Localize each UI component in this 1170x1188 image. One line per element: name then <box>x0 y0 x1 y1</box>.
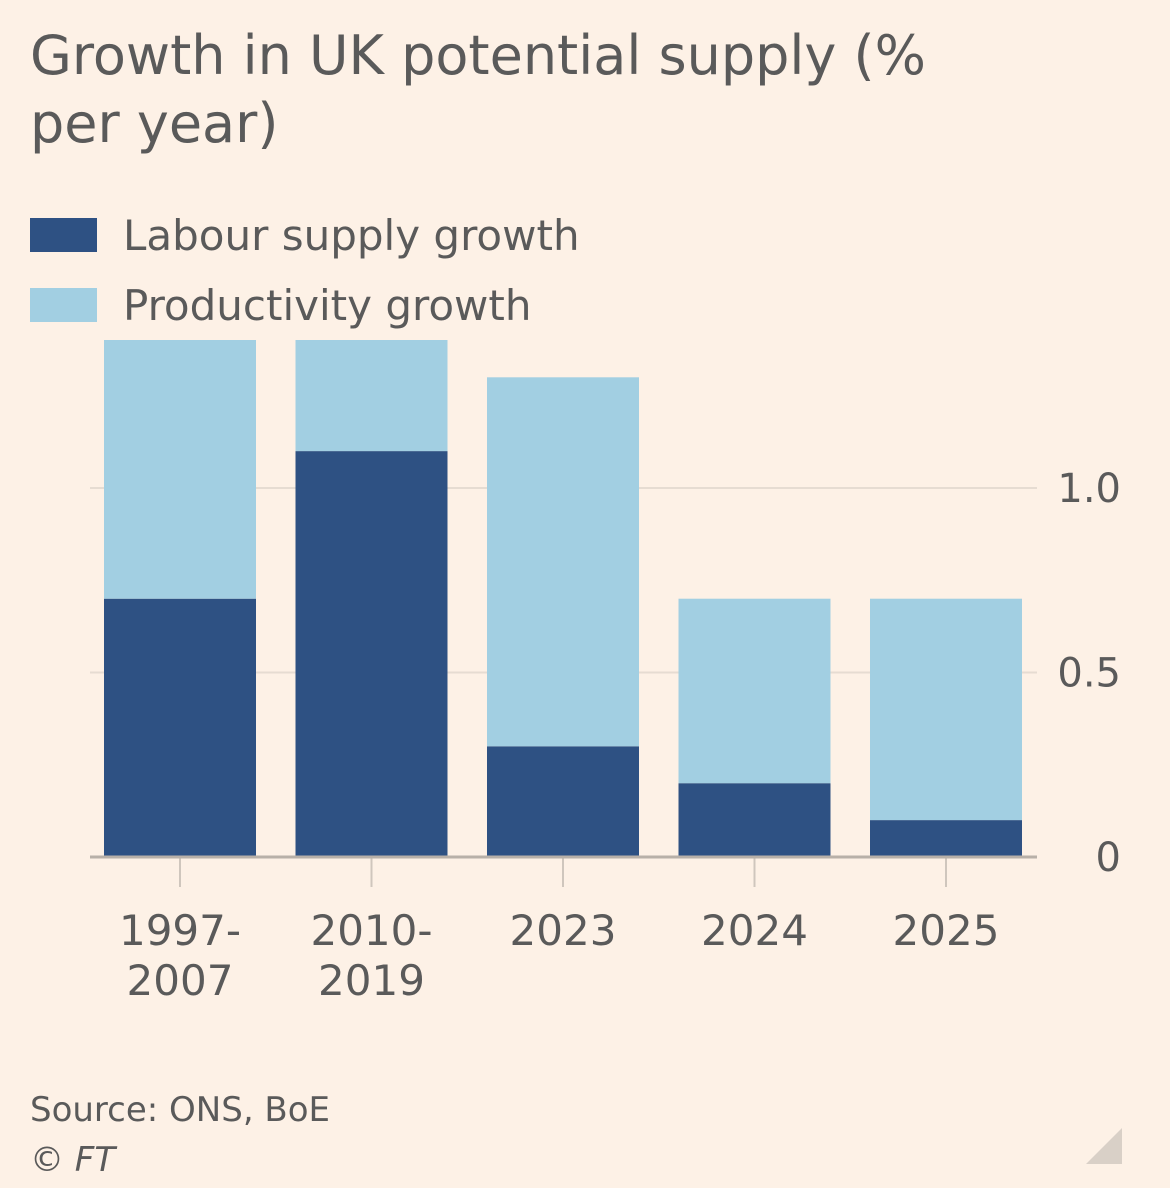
x-tick-label: 2025 <box>893 906 1000 955</box>
bar-labour-supply <box>870 820 1022 857</box>
legend: Labour supply growth Productivity growth <box>30 200 580 340</box>
bar-productivity <box>104 340 256 599</box>
bar-productivity <box>678 598 831 784</box>
x-tick-label: 2024 <box>701 906 808 955</box>
bar-productivity <box>870 598 1022 821</box>
bar-labour-supply <box>678 783 831 857</box>
y-tick-label: 1.0 <box>1057 466 1121 512</box>
bar-productivity <box>487 377 639 747</box>
resize-corner-icon <box>1086 1128 1122 1164</box>
y-tick-label: 0.5 <box>1057 651 1121 697</box>
legend-label-labour: Labour supply growth <box>123 210 580 260</box>
x-tick-label: 2019 <box>318 956 425 1005</box>
stacked-bar-chart: 00.51.01.52.02.51997-20072010-2019202320… <box>90 340 1121 1005</box>
copyright-note: © FT <box>30 1140 116 1180</box>
x-tick-label: 2010- <box>310 906 432 955</box>
legend-item-labour: Labour supply growth <box>30 200 580 270</box>
bar-labour-supply <box>104 598 256 857</box>
bar-labour-supply <box>487 746 639 857</box>
legend-swatch-labour <box>30 218 97 252</box>
y-tick-label: 0 <box>1096 835 1121 881</box>
chart-title: Growth in UK potential supply (% per yea… <box>30 24 926 155</box>
bar-labour-supply <box>295 451 448 857</box>
x-tick-label: 1997- <box>119 906 241 955</box>
source-note: Source: ONS, BoE <box>30 1090 331 1130</box>
legend-label-productivity: Productivity growth <box>123 280 532 330</box>
x-tick-label: 2023 <box>510 906 617 955</box>
bar-productivity <box>295 340 448 452</box>
legend-item-productivity: Productivity growth <box>30 270 580 340</box>
legend-swatch-productivity <box>30 288 97 322</box>
x-tick-label: 2007 <box>127 956 234 1005</box>
